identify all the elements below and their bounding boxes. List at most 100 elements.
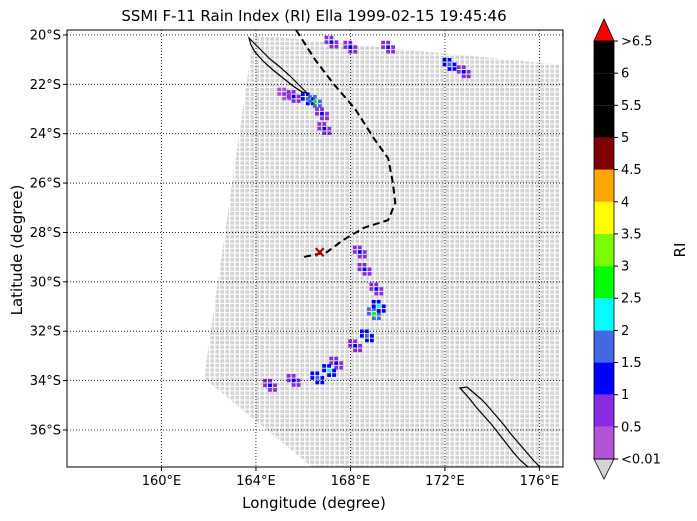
rain-cell	[348, 339, 352, 343]
rain-cell	[456, 65, 461, 69]
rain-cell	[372, 307, 376, 311]
rain-cell	[369, 287, 374, 291]
rain-cell	[329, 35, 334, 40]
rain-cell	[322, 131, 327, 135]
rain-cell	[466, 74, 471, 79]
rain-cell	[329, 356, 334, 361]
rain-cell	[371, 299, 376, 304]
rain-cell	[313, 95, 317, 99]
rain-cell	[291, 378, 296, 383]
rain-cell	[308, 99, 312, 104]
colorbar-segment	[594, 426, 614, 459]
rain-cell	[377, 316, 381, 321]
rain-cell	[353, 49, 358, 54]
colorbar-tick-label: <0.01	[621, 453, 661, 468]
rain-cell	[377, 311, 381, 316]
y-axis-label: Latitude (degree)	[8, 185, 26, 316]
rain-cell	[263, 383, 267, 388]
rain-cell	[308, 95, 312, 99]
rain-cell	[286, 374, 291, 378]
rain-cell	[353, 45, 358, 49]
rain-cell	[358, 348, 362, 353]
rain-cell	[320, 116, 324, 121]
colorbar-segment	[594, 201, 614, 234]
rain-cell	[296, 94, 301, 99]
rain-cell	[324, 35, 329, 40]
rain-cell	[287, 92, 292, 96]
rain-cell	[348, 45, 353, 49]
x-axis-label: Longitude (degree)	[242, 494, 386, 512]
rain-cell	[386, 45, 390, 49]
rain-cell	[313, 104, 317, 108]
x-axis-ticks: 160°E 164°E 168°E 172°E 176°E	[142, 467, 559, 489]
coastline-new-caledonia	[247, 35, 309, 94]
rain-cell	[315, 111, 319, 116]
rain-cell	[360, 334, 364, 338]
colorbar-tick-label: 2.5	[621, 292, 642, 307]
rain-cell	[327, 131, 332, 135]
rain-cell	[327, 364, 331, 368]
rain-cell	[291, 374, 296, 378]
rain-cell	[367, 311, 371, 316]
rain-cell	[300, 92, 305, 97]
rain-cells	[263, 35, 471, 392]
rain-cell	[461, 70, 466, 74]
rain-cell	[370, 334, 374, 338]
rain-cell	[315, 371, 320, 376]
rain-cell	[358, 344, 362, 348]
rain-cell	[357, 250, 362, 254]
rain-cell	[325, 111, 329, 116]
rain-cell	[322, 364, 326, 368]
storm-center-marker	[314, 247, 325, 257]
rain-cell	[273, 383, 277, 388]
rain-cell	[329, 40, 334, 44]
x-tick-label: 164°E	[236, 474, 276, 489]
rain-cell	[291, 383, 296, 387]
rain-cell	[379, 291, 384, 296]
rain-cell	[447, 62, 452, 67]
rain-cell	[353, 339, 357, 343]
rain-cell	[362, 250, 367, 254]
rain-cell	[456, 70, 461, 74]
rain-cell	[372, 316, 376, 321]
rain-cell	[322, 126, 327, 131]
rain-cell	[334, 365, 339, 370]
rain-cell	[371, 304, 376, 309]
rain-cell	[461, 65, 466, 69]
rain-cell	[374, 287, 379, 291]
y-tick-label: 34°S	[30, 374, 61, 389]
y-tick-label: 20°S	[30, 28, 61, 43]
rain-cell	[322, 368, 326, 373]
x-tick-label: 168°E	[331, 474, 371, 489]
rain-cell	[442, 58, 447, 62]
colorbar-segment	[594, 394, 614, 427]
rain-cell	[357, 245, 362, 250]
coastline-new-zealand	[458, 386, 541, 467]
y-tick-label: 24°S	[30, 127, 61, 142]
colorbar-under-arrow	[593, 458, 615, 480]
rain-cell	[391, 45, 395, 49]
colorbar-tick-label: 3.5	[621, 227, 642, 242]
colorbar-tick-label: 2	[621, 324, 629, 339]
rain-cell	[376, 304, 381, 309]
rain-cell	[282, 92, 287, 96]
rain-cell	[381, 309, 386, 313]
rain-cell	[381, 40, 385, 45]
colorbar-over-arrow	[593, 18, 615, 42]
colorbar-segment	[594, 233, 614, 267]
rain-cell	[282, 96, 287, 101]
colorbar-tick-label: 5	[621, 131, 629, 146]
rain-cell	[277, 92, 282, 96]
rain-cell	[372, 311, 376, 316]
rain-cell	[318, 104, 322, 108]
rain-cell	[466, 70, 471, 74]
rain-cell	[286, 94, 291, 99]
rain-cell	[287, 96, 292, 101]
storm-center-cross	[314, 247, 325, 257]
rain-cell	[315, 107, 319, 111]
rain-cell	[305, 101, 310, 106]
rain-cell	[329, 361, 334, 365]
colorbar-segment	[594, 73, 614, 106]
rain-cell	[296, 99, 301, 103]
